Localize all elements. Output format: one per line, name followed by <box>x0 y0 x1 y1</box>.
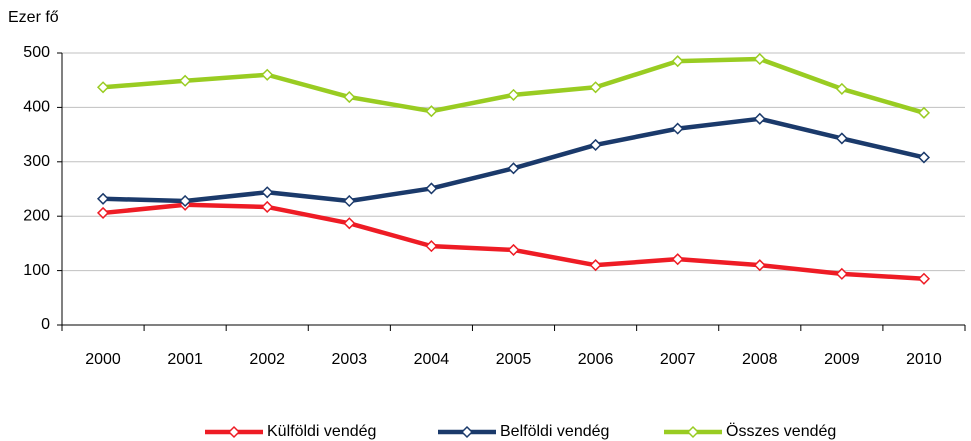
x-tick-label: 2003 <box>332 351 368 368</box>
point-marker <box>589 259 602 272</box>
point-marker <box>261 186 274 199</box>
point-marker <box>343 194 356 208</box>
x-tick-label: 2002 <box>249 351 285 368</box>
point-marker <box>179 74 192 87</box>
point-marker <box>671 253 684 266</box>
x-tick-label: 2006 <box>578 351 614 368</box>
point-marker <box>753 259 766 272</box>
point-marker <box>671 122 684 135</box>
x-tick-label: 2008 <box>742 351 778 368</box>
y-tick-label: 400 <box>23 99 50 116</box>
point-marker <box>917 151 931 164</box>
x-tick-label: 2007 <box>660 351 696 368</box>
x-tick-label: 2000 <box>85 351 121 368</box>
point-marker <box>261 200 274 214</box>
point-marker <box>179 194 192 208</box>
point-marker <box>917 272 931 285</box>
series-line <box>102 56 925 116</box>
point-marker <box>507 243 520 256</box>
x-tick-label: 2004 <box>414 351 450 368</box>
point-marker <box>425 240 438 253</box>
point-marker <box>425 105 438 118</box>
point-marker <box>753 112 766 125</box>
point-marker <box>343 91 356 104</box>
point-marker <box>507 162 520 175</box>
x-tick-label: 2009 <box>824 351 860 368</box>
point-marker <box>343 217 356 230</box>
series-line <box>102 116 925 204</box>
point-marker <box>507 88 520 101</box>
point-marker <box>96 81 110 94</box>
y-tick-label: 100 <box>23 262 50 279</box>
point-marker <box>835 132 848 145</box>
legend-marker <box>227 425 241 439</box>
x-tick-label: 2010 <box>906 351 942 368</box>
point-marker <box>753 52 766 66</box>
point-marker <box>425 182 438 195</box>
point-marker <box>589 138 602 151</box>
point-marker <box>96 192 110 205</box>
legend-label: Összes vendég <box>726 422 836 440</box>
point-marker <box>671 55 684 68</box>
point-marker <box>261 68 274 81</box>
y-tick-label: 500 <box>23 44 50 61</box>
point-marker <box>835 82 848 95</box>
legend-label: Belföldi vendég <box>500 423 609 440</box>
y-tick-label: 0 <box>41 316 50 333</box>
legend-marker <box>686 425 700 439</box>
y-tick-label: 300 <box>23 153 50 170</box>
y-axis-label: Ezer fő <box>8 9 59 26</box>
point-marker <box>96 206 110 219</box>
x-tick-label: 2001 <box>167 351 203 368</box>
y-tick-label: 200 <box>23 207 50 224</box>
point-marker <box>917 106 931 119</box>
x-tick-label: 2005 <box>496 351 532 368</box>
legend-label: Külföldi vendég <box>267 423 376 440</box>
point-marker <box>589 81 602 94</box>
legend-marker <box>460 425 474 439</box>
point-marker <box>835 267 848 280</box>
